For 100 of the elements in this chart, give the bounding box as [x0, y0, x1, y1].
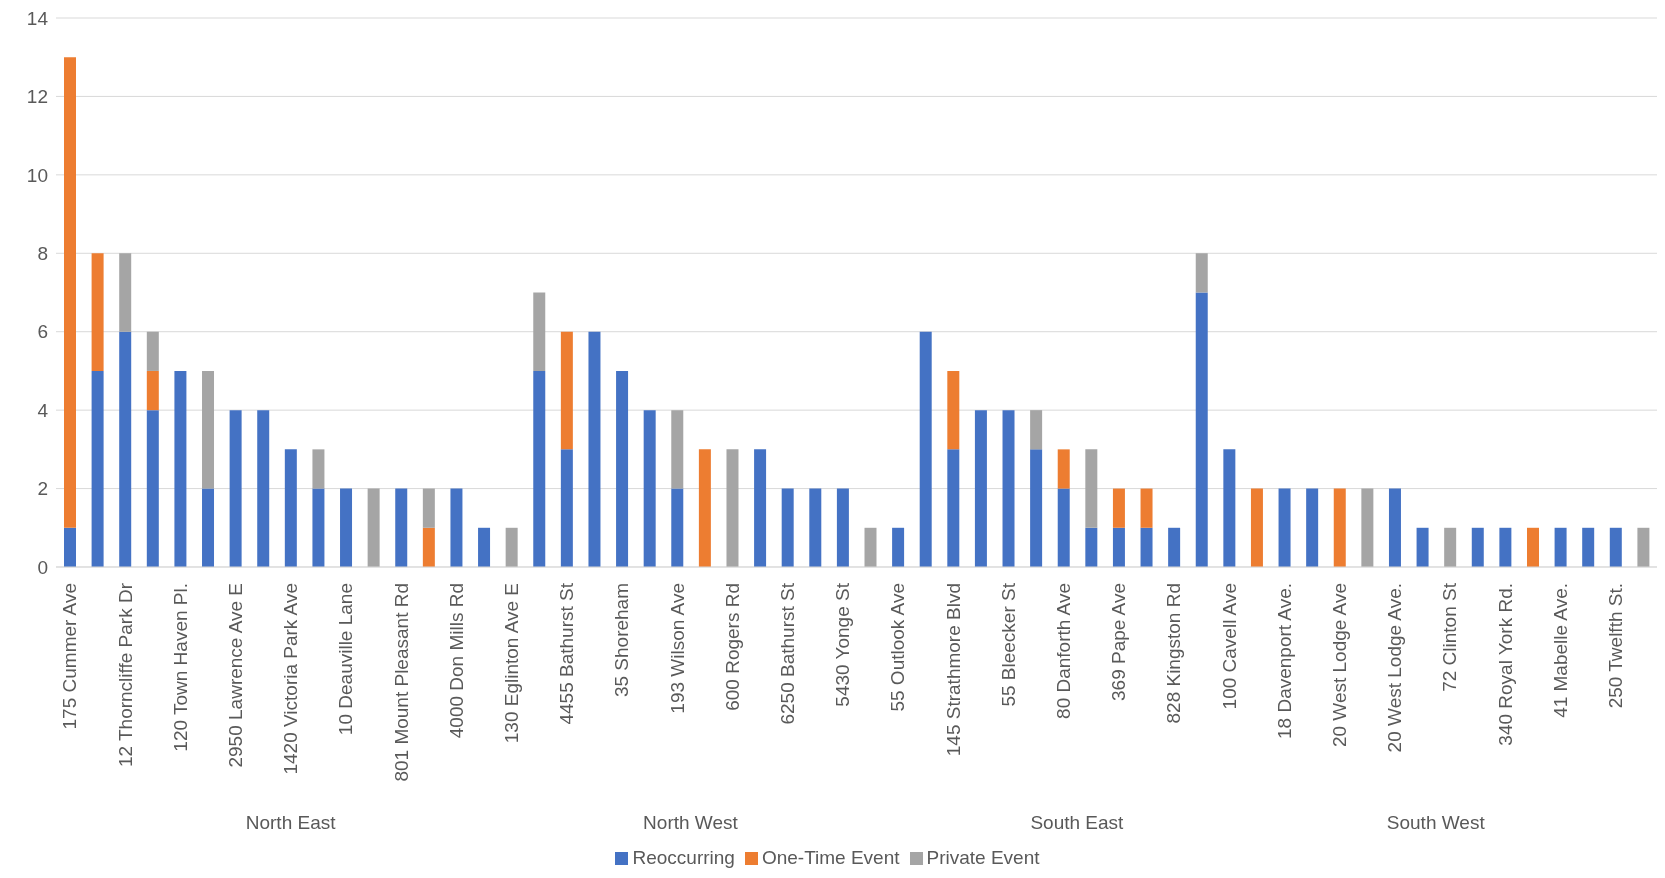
bar	[1168, 527, 1181, 567]
bar	[395, 488, 408, 567]
bar	[974, 410, 987, 567]
bar	[229, 410, 242, 567]
x-tick-label: 18 Davenport Ave.	[1273, 583, 1295, 739]
text: South West	[1386, 812, 1486, 833]
bar	[478, 527, 491, 567]
x-tick-label: 20 West Lodge Ave.	[1384, 583, 1406, 753]
x-tick-label: 2950 Lawrence Ave E	[224, 583, 246, 768]
bar	[1223, 449, 1236, 567]
bar	[892, 527, 905, 567]
bar	[146, 410, 159, 567]
bar	[1140, 488, 1153, 528]
bar	[1278, 488, 1291, 567]
bar	[174, 370, 187, 567]
x-tick-label: 369 Pape Ave	[1108, 583, 1130, 701]
bar	[119, 253, 132, 332]
bar	[754, 449, 767, 567]
bar	[119, 331, 132, 567]
bar	[91, 370, 104, 567]
text: South East	[1030, 812, 1125, 833]
bar	[588, 331, 601, 567]
x-tick-label: 4000 Don Mills Rd	[445, 583, 467, 739]
legend-label: Private Event	[926, 847, 1040, 868]
x-tick-label: 130 Eglinton Ave E	[500, 583, 522, 744]
x-tick-label: 55 Bleecker St	[997, 582, 1019, 707]
bar	[1416, 527, 1429, 567]
bar	[809, 488, 822, 567]
text: North West	[643, 812, 739, 833]
bar	[836, 488, 849, 567]
bar	[257, 410, 270, 567]
text: North East	[245, 812, 337, 833]
x-tick-label: 250 Twelfth St.	[1605, 583, 1627, 709]
bar	[91, 253, 104, 371]
bar	[671, 488, 684, 567]
x-tick-label: 10 Deauville Lane	[335, 583, 357, 736]
x-tick-label: 145 Strathmore Blvd	[942, 583, 964, 757]
x-tick-label: 12 Thorncliffe Park Dr	[114, 582, 136, 768]
x-tick-label: 120 Town Haven Pl.	[169, 583, 191, 752]
bar	[450, 488, 463, 567]
bar	[1030, 449, 1043, 567]
bar	[1637, 527, 1650, 567]
bar	[146, 331, 159, 371]
x-tick-label: 55 Outlook Ave	[887, 583, 909, 712]
legend-label: Reoccurring	[632, 847, 735, 868]
x-tick-label: 828 Kingston Rd	[1163, 583, 1185, 724]
x-tick-label: 1420 Victoria Park Ave	[280, 583, 302, 775]
bar	[671, 410, 684, 489]
x-tick-label: 20 West Lodge Ave	[1329, 583, 1351, 748]
bar	[1085, 527, 1098, 567]
y-tick-label: 14	[26, 7, 49, 29]
bar	[560, 449, 573, 567]
bar	[1112, 488, 1125, 528]
bar	[1140, 527, 1153, 567]
bar	[1388, 488, 1401, 567]
bar	[202, 370, 215, 489]
x-tick-label: 80 Danforth Ave	[1053, 583, 1075, 719]
y-tick-label: 8	[37, 243, 48, 265]
bar	[1609, 527, 1622, 567]
bar	[1250, 488, 1263, 567]
x-tick-label: 6250 Bathurst St	[776, 582, 798, 725]
bar	[1499, 527, 1512, 567]
x-tick-label: 193 Wilson Ave	[666, 583, 688, 714]
bar	[864, 527, 877, 567]
bar	[202, 488, 215, 567]
bar	[1112, 527, 1125, 567]
bar	[726, 449, 739, 567]
bar	[1526, 527, 1539, 567]
bar	[533, 292, 546, 371]
y-tick-label: 2	[37, 478, 48, 500]
y-tick-label: 6	[37, 321, 48, 343]
legend-label: One-Time Event	[761, 847, 900, 868]
bar	[533, 370, 546, 567]
y-tick-label: 4	[37, 399, 49, 421]
bar	[1030, 410, 1043, 450]
bar	[1361, 488, 1374, 567]
bar	[1554, 527, 1567, 567]
bar	[64, 527, 76, 567]
x-tick-label: 175 Cummer Ave	[59, 583, 81, 730]
bar	[146, 370, 159, 411]
bar	[340, 488, 353, 567]
bar	[1195, 292, 1208, 567]
bar	[1333, 488, 1346, 567]
bar	[64, 57, 76, 528]
x-tick-label: 4455 Bathurst St	[556, 582, 578, 725]
y-tick-label: 12	[26, 86, 48, 108]
bar	[422, 527, 435, 567]
bar	[560, 331, 573, 450]
bar	[1471, 527, 1484, 567]
bar	[422, 488, 435, 528]
bar	[698, 449, 711, 567]
x-tick-label: 340 Royal York Rd.	[1494, 583, 1516, 746]
x-tick-label: 35 Shoreham	[611, 583, 633, 698]
x-tick-label: 100 Cavell Ave	[1218, 583, 1240, 710]
bar	[1582, 527, 1595, 567]
bar	[1306, 488, 1319, 567]
bar	[312, 488, 325, 567]
bar	[284, 449, 297, 567]
bar	[505, 527, 518, 567]
bar	[1444, 527, 1457, 567]
